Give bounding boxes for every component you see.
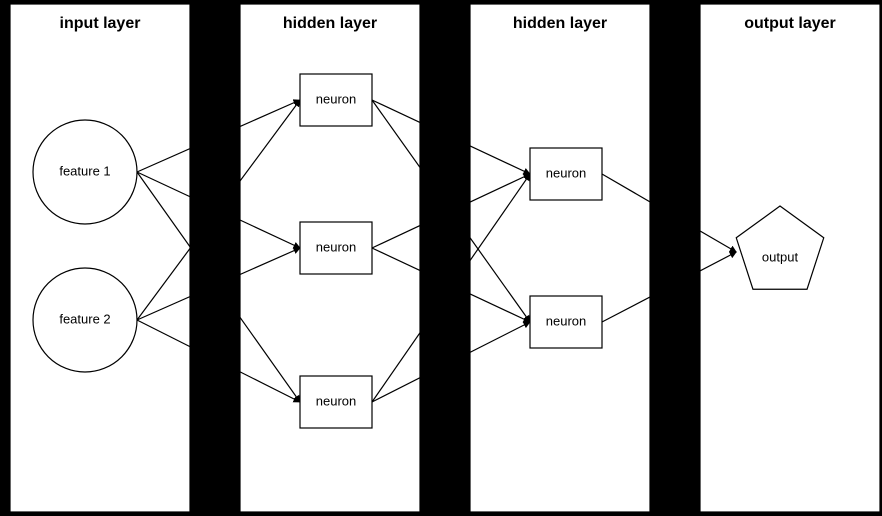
node-label-h1c: neuron [316,393,356,408]
node-label-h2b: neuron [546,313,586,328]
node-label-f1: feature 1 [59,163,110,178]
node-label-h1a: neuron [316,91,356,106]
panel-title-output: output layer [744,15,836,32]
node-label-h2a: neuron [546,165,586,180]
panel-title-input: input layer [60,15,141,32]
nn-diagram: input layer hidden layer hidden layer outpu… [0,0,882,516]
panel-title-hidden1: hidden layer [283,15,377,32]
node-label-out: output [762,249,799,264]
panel-input [10,4,190,512]
panel-hidden2 [470,4,650,512]
node-label-h1b: neuron [316,239,356,254]
panel-title-hidden2: hidden layer [513,15,607,32]
node-label-f2: feature 2 [59,311,110,326]
